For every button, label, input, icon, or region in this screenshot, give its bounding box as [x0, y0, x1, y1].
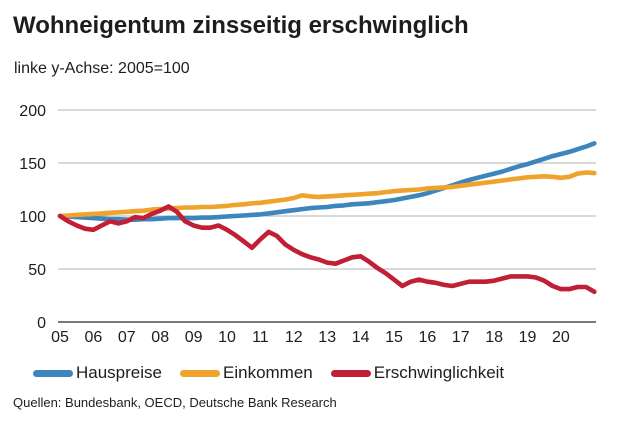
x-tick-label: 08 [151, 329, 169, 346]
y-tick-label: 150 [19, 156, 46, 173]
x-tick-label: 20 [552, 329, 570, 346]
legend-item: Erschwinglichkeit [330, 363, 505, 383]
x-tick-label: 18 [485, 329, 503, 346]
chart-canvas: 0 50 100 150 200 05 06 07 08 09 10 11 12 13 14 15 16 17 18… [19, 103, 597, 346]
legend-swatch-icon [180, 369, 220, 377]
x-tick-label: 09 [185, 329, 203, 346]
legend-item: Einkommen [180, 363, 313, 383]
y-tick-label: 0 [37, 315, 46, 332]
x-tick-label: 07 [118, 329, 136, 346]
x-tick-label: 13 [318, 329, 336, 346]
x-tick-label: 19 [519, 329, 537, 346]
x-tick-label: 14 [352, 329, 370, 346]
source-note: Quellen: Bundesbank, OECD, Deutsche Bank… [13, 395, 337, 410]
y-tick-label: 200 [19, 103, 46, 120]
y-tick-label: 100 [19, 209, 46, 226]
page-title: Wohneigentum zinsseitig erschwinglich [13, 12, 469, 39]
y-tick-label: 50 [28, 262, 46, 279]
x-tick-label: 10 [218, 329, 236, 346]
legend-label: Erschwinglichkeit [373, 363, 505, 382]
series-line-hauspreise [57, 141, 597, 222]
legend-item: Hauspreise [33, 363, 162, 383]
x-tick-label: 06 [85, 329, 103, 346]
legend-label: Hauspreise [76, 363, 162, 382]
legend-swatch-icon [33, 369, 73, 377]
series-line-einkommen [57, 170, 597, 219]
x-tick-label: 17 [452, 329, 470, 346]
legend: Hauspreise Einkommen Erschwinglichkeit [33, 363, 504, 383]
legend-label: Einkommen [223, 363, 313, 382]
axis-note: linke y-Achse: 2005=100 [14, 60, 190, 77]
x-tick-label: 05 [51, 329, 69, 346]
x-tick-label: 16 [419, 329, 437, 346]
x-tick-label: 11 [252, 329, 269, 346]
x-tick-label: 12 [285, 329, 303, 346]
legend-swatch-icon [330, 369, 371, 377]
series-line-erschwinglichkeit [57, 204, 597, 295]
x-tick-label: 15 [385, 329, 403, 346]
